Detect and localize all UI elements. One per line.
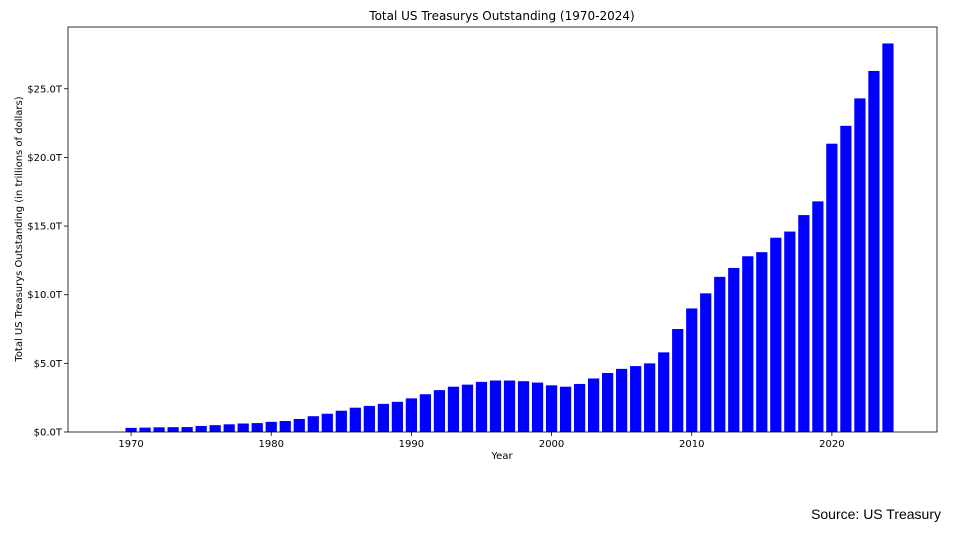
bar-1987: [363, 405, 375, 432]
bar-1988: [377, 403, 389, 432]
bar-1998: [517, 381, 530, 432]
chart-title: Total US Treasurys Outstanding (1970-202…: [368, 9, 634, 23]
bar-1983: [307, 416, 319, 432]
bar-1989: [391, 401, 403, 432]
bar-1993: [447, 386, 460, 432]
bar-2017: [784, 231, 796, 432]
bar-2000: [545, 385, 558, 432]
bar-1999: [531, 382, 544, 432]
x-tick-label: 2010: [679, 439, 704, 450]
bar-1970: [125, 427, 137, 432]
bar-1979: [251, 423, 263, 432]
bar-1976: [209, 425, 221, 432]
bar-2001: [559, 386, 572, 432]
source-note: Source: US Treasury: [811, 506, 941, 522]
bar-2024: [882, 43, 894, 432]
bar-1981: [279, 421, 291, 432]
bar-1978: [237, 423, 249, 432]
bar-1982: [293, 418, 305, 432]
bar-1986: [349, 407, 361, 432]
y-axis: $0.0T $5.0T $10.0T $15.0T $20.0T $25.0T: [27, 84, 68, 439]
bar-1980: [265, 421, 277, 432]
plot-frame: [67, 26, 938, 433]
bar-2002: [573, 383, 586, 432]
bar-1971: [139, 427, 151, 432]
bar-2008: [658, 352, 670, 432]
bar-2019: [812, 201, 824, 432]
bar-2006: [630, 366, 642, 432]
y-tick-label: $15.0T: [27, 222, 63, 233]
x-tick-label: 1970: [118, 439, 143, 450]
bar-1997: [503, 380, 516, 432]
x-tick-label: 2000: [539, 439, 564, 450]
bar-2018: [798, 215, 810, 432]
bar-2013: [728, 267, 740, 432]
bar-2003: [588, 378, 600, 432]
bar-1973: [167, 427, 179, 432]
bar-2011: [700, 293, 712, 432]
bar-1972: [153, 427, 165, 432]
bar-1992: [433, 390, 446, 432]
y-axis-title: Total US Treasurys Outstanding (in trill…: [14, 96, 25, 362]
bar-2009: [672, 329, 684, 432]
y-tick-label: $25.0T: [27, 84, 63, 95]
bar-2023: [868, 70, 880, 433]
bar-1995: [475, 381, 488, 432]
bar-2014: [742, 256, 754, 432]
x-tick-label: 1990: [399, 439, 424, 450]
bar-1985: [335, 410, 347, 432]
bar-2005: [616, 368, 628, 432]
bar-2004: [602, 372, 614, 432]
y-tick-label: $20.0T: [27, 153, 63, 164]
x-axis: 1970 1980 1990 2000 2010 2020: [118, 432, 845, 450]
bar-2020: [826, 143, 838, 432]
bar-2015: [756, 252, 768, 432]
bar-1994: [461, 384, 474, 432]
bar-1977: [223, 424, 235, 432]
y-tick-label: $0.0T: [34, 428, 63, 439]
bar-1990: [405, 398, 417, 432]
bar-1991: [419, 394, 432, 432]
y-tick-label: $10.0T: [27, 290, 63, 301]
bars-group: [125, 43, 894, 433]
bar-2010: [686, 308, 698, 432]
x-tick-label: 2020: [819, 439, 844, 450]
x-tick-label: 1980: [259, 439, 284, 450]
bar-1996: [489, 380, 502, 432]
bar-1974: [181, 427, 193, 432]
x-axis-title: Year: [490, 451, 513, 462]
bar-2007: [644, 363, 656, 432]
bar-2016: [770, 237, 782, 432]
bar-2012: [714, 276, 726, 432]
bar-1975: [195, 425, 207, 432]
bar-1984: [321, 413, 333, 432]
y-tick-label: $5.0T: [34, 359, 63, 370]
bar-2022: [854, 98, 866, 432]
bar-2021: [840, 125, 852, 432]
